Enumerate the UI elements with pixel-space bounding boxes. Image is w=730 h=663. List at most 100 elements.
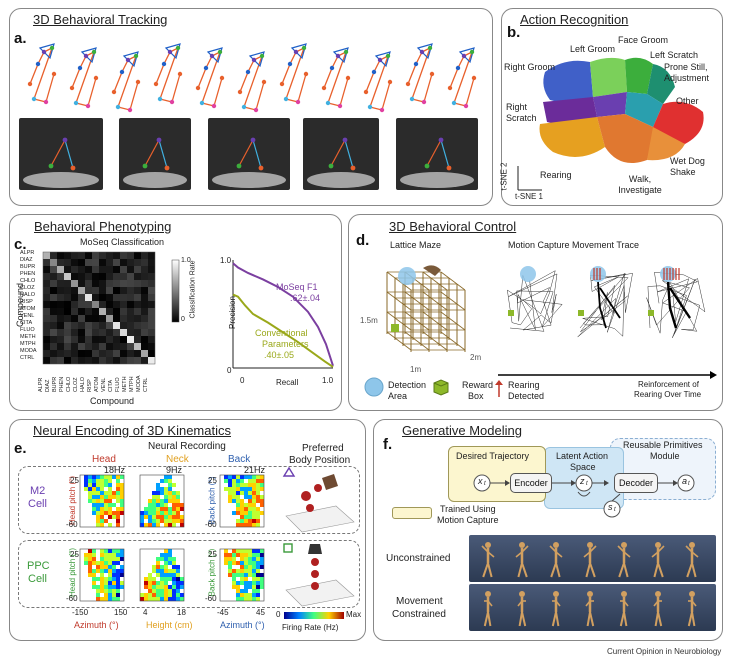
heatmap-bin [244, 573, 248, 577]
heatmap-bin [244, 561, 248, 565]
matrix-cell [99, 294, 106, 301]
matrix-cell [92, 343, 99, 350]
rate-neck: 9Hz [166, 465, 183, 475]
arena-floor [123, 172, 187, 188]
matrix-cell [78, 343, 85, 350]
heatmap-bin [176, 585, 180, 589]
heatmap-bin [248, 519, 252, 523]
heatmap-bin [248, 597, 252, 601]
matrix-cell [71, 294, 78, 301]
heatmap-bin [252, 561, 256, 565]
heatmap-bin [168, 523, 172, 527]
heatmap-bin [260, 487, 264, 491]
heatmap-bin [148, 511, 152, 515]
heatmap-bin [104, 577, 108, 581]
heatmap-bin [104, 507, 108, 511]
heatmap-bin [244, 491, 248, 495]
panel-d-label: d. [356, 232, 370, 249]
matrix-cell [71, 280, 78, 287]
heatmap-bin [100, 507, 104, 511]
heatmap-bin [152, 499, 156, 503]
var-x: x [478, 476, 483, 486]
arrow-label-2: Rearing Over Time [634, 390, 702, 399]
heatmap-bin [164, 593, 168, 597]
heatmap-bin [120, 553, 124, 557]
lattice-beam [422, 291, 432, 299]
heatmap-bin [152, 491, 156, 495]
heatmap-bin [112, 589, 116, 593]
photo-skeleton-line [50, 139, 66, 167]
trace-3 [646, 266, 706, 338]
latent-1: Latent Action [556, 451, 609, 461]
photo-skeleton-line [238, 139, 254, 167]
arena-floor [212, 172, 286, 188]
heatmap-bin [100, 553, 104, 557]
heatmap-bin [228, 557, 232, 561]
matrix-cell [127, 329, 134, 336]
heatmap-bin [228, 565, 232, 569]
reinforced-trace [666, 281, 691, 329]
heatmap-bin [116, 589, 120, 593]
lattice-beam [412, 337, 422, 345]
heatmap-bin [240, 573, 244, 577]
heatmap-bin [176, 573, 180, 577]
skeleton-joint [251, 57, 257, 63]
heatmap-bin [144, 523, 148, 527]
skeleton-joint [31, 96, 37, 102]
heatmap-bin [164, 557, 168, 561]
heatmap-bin [156, 585, 160, 589]
humanoid-arm [685, 545, 693, 553]
heatmap-bin [116, 557, 120, 561]
heatmap-bin [248, 585, 252, 589]
photo-joint [48, 163, 54, 169]
humanoid-leg [550, 562, 557, 578]
panel-f-title: Generative Modeling [402, 423, 522, 438]
heatmap-bin [236, 597, 240, 601]
body-position-m2 [282, 466, 355, 533]
sub-x: t [484, 481, 486, 487]
heatmap-bin [248, 523, 252, 527]
heatmap-bin [116, 561, 120, 565]
heatmap-bin [252, 565, 256, 569]
skeleton-joint [363, 89, 369, 95]
heatmap-bin [176, 495, 180, 499]
photo-joint [164, 165, 170, 171]
heatmap-bin [108, 499, 112, 503]
ytick-ppc-bot-3: -60 [205, 594, 217, 603]
lattice-beam [404, 311, 414, 319]
matrix-cell [120, 343, 127, 350]
matrix-cell [106, 308, 113, 315]
arrow-label-1: Reinforcement of [638, 380, 699, 389]
heatmap-bin [168, 475, 172, 479]
heatmap-bin [260, 479, 264, 483]
skeleton-joint [219, 75, 225, 81]
lattice-beam [448, 277, 458, 285]
matrix-cell [57, 329, 64, 336]
matrix-cell [141, 308, 148, 315]
lattice-beam [394, 337, 404, 345]
heatmap-bin [248, 565, 252, 569]
matrix-cell [106, 301, 113, 308]
heatmap-bin [172, 495, 176, 499]
heatmap-bin [172, 503, 176, 507]
matrix-row-label: ALPR [20, 250, 35, 256]
heatmap-bin [244, 515, 248, 519]
matrix-cell [148, 294, 155, 301]
heatmap-bin [176, 499, 180, 503]
matrix-cell [106, 322, 113, 329]
matrix-row-label: VENL [20, 313, 35, 319]
humanoid-leg [521, 562, 528, 578]
heatmap-bin [156, 573, 160, 577]
matrix-cell [141, 273, 148, 280]
matrix-cell [99, 259, 106, 266]
matrix-cell [85, 315, 92, 322]
matrix-cell [113, 329, 120, 336]
matrix-cell [78, 294, 85, 301]
skeleton-joint [199, 100, 205, 106]
xtick-az-1: 150 [114, 608, 128, 617]
heatmap-bin [260, 503, 264, 507]
heatmap-bin [108, 503, 112, 507]
matrix-cell [141, 322, 148, 329]
ytick-ppc-top-3: 25 [208, 550, 217, 559]
